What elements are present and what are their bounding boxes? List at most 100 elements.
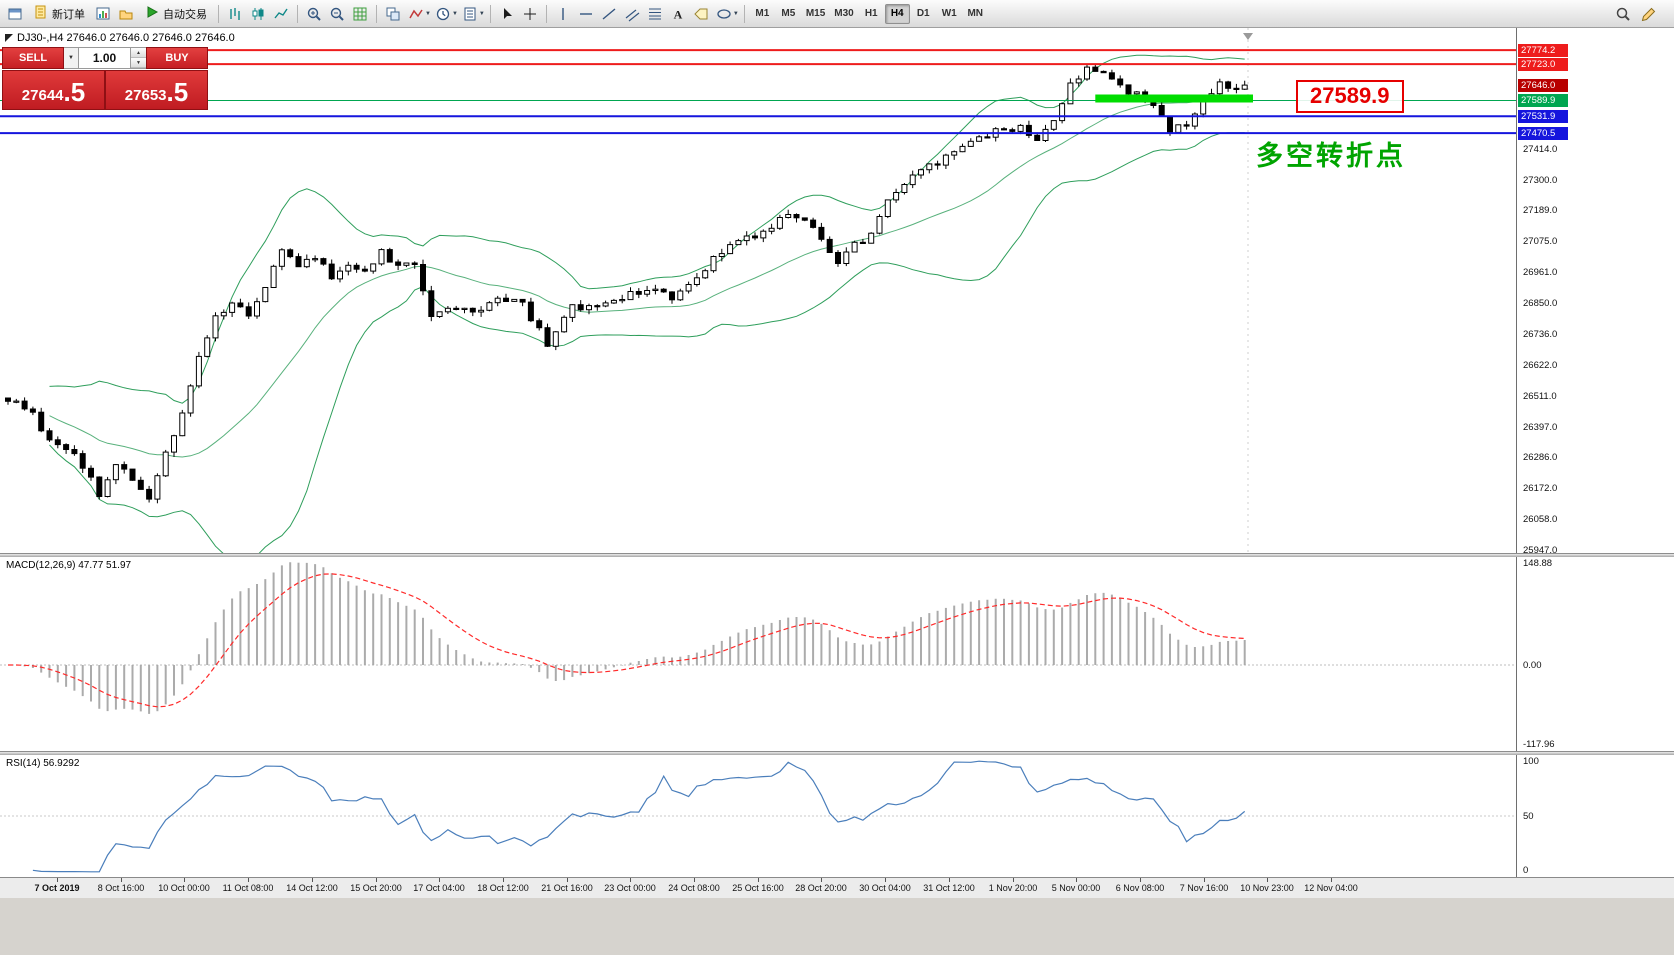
price-axis-label: 27300.0	[1523, 175, 1558, 186]
macd-axis-label: 0.00	[1523, 660, 1542, 671]
time-axis[interactable]: 7 Oct 2019 8 Oct 16:00 10 Oct 00:00 11 Oct …	[0, 877, 1674, 898]
time-tick	[312, 878, 313, 882]
time-axis-label: 11 Oct 08:00	[222, 883, 274, 893]
horizontal-line-icon[interactable]	[575, 3, 597, 25]
time-tick	[1331, 878, 1332, 882]
price-axis-label: 26397.0	[1523, 422, 1558, 433]
line-chart-icon[interactable]	[270, 3, 292, 25]
time-axis-label: 17 Oct 04:00	[413, 883, 465, 893]
turning-point-annotation[interactable]: 多空转折点	[1256, 141, 1406, 171]
volume-dropdown-icon[interactable]: ▼	[64, 47, 79, 69]
sell-button[interactable]: SELL	[2, 47, 64, 69]
time-axis-label: 7 Oct 2019	[34, 883, 80, 893]
rsi-axis[interactable]: 100 50 0	[1516, 755, 1674, 877]
rsi-label: RSI(14) 56.9292	[6, 758, 80, 769]
shapes-caret-icon[interactable]: ▼	[732, 10, 739, 17]
toolbar-separator	[743, 4, 745, 23]
periods-caret-icon[interactable]: ▼	[451, 10, 458, 17]
time-axis-label: 5 Nov 00:00	[1051, 883, 1101, 893]
time-axis-label: 18 Oct 12:00	[477, 883, 529, 893]
panel-splitter[interactable]	[0, 751, 1674, 755]
vertical-line-icon[interactable]	[552, 3, 574, 25]
time-tick	[248, 878, 249, 882]
one-click-toggle-icon[interactable]	[5, 34, 13, 42]
timeframe-button-m5[interactable]: M5	[781, 8, 796, 19]
time-tick	[1204, 878, 1205, 882]
time-tick	[121, 878, 122, 882]
sell-price-display[interactable]: 27644.5	[2, 70, 105, 110]
timeframe-button-h1[interactable]: H1	[864, 8, 878, 19]
macd-svg[interactable]	[0, 557, 1516, 751]
templates-icon[interactable]	[459, 3, 481, 25]
zoom-in-icon[interactable]	[303, 3, 325, 25]
tile-windows-icon[interactable]	[382, 3, 404, 25]
timeframe-button-w1[interactable]: W1	[941, 8, 957, 19]
templates-caret-icon[interactable]: ▼	[478, 10, 485, 17]
timeframe-button-m30[interactable]: M30	[834, 8, 854, 19]
periods-icon[interactable]	[432, 3, 454, 25]
price-axis-label: 26058.0	[1523, 514, 1558, 525]
indicators-caret-icon[interactable]: ▼	[425, 10, 431, 17]
time-tick	[439, 878, 440, 882]
time-axis-label: 10 Nov 23:00	[1240, 883, 1294, 893]
grid-icon[interactable]	[349, 3, 371, 25]
text-tool-icon[interactable]: A	[667, 3, 689, 25]
price-callout[interactable]: 27589.9	[1296, 80, 1404, 113]
crosshair-icon[interactable]	[519, 3, 541, 25]
time-axis-label: 8 Oct 16:00	[97, 883, 145, 893]
timeframe-button-d1[interactable]: D1	[916, 8, 930, 19]
time-axis-label: 23 Oct 00:00	[604, 883, 656, 893]
indicators-icon[interactable]	[405, 3, 427, 25]
shapes-icon[interactable]	[713, 3, 735, 25]
profiles-icon[interactable]	[115, 3, 137, 25]
volume-input[interactable]: 1.00	[79, 47, 131, 69]
main-price-axis[interactable]: 27414.0 27300.0 27189.0 27075.0 26961.0 26850…	[1516, 28, 1674, 553]
price-axis-label: 26961.0	[1523, 267, 1558, 278]
time-tick	[184, 878, 185, 882]
price-axis-label: 27075.0	[1523, 236, 1558, 247]
time-axis-label: 15 Oct 20:00	[350, 883, 402, 893]
main-chart-svg[interactable]	[0, 28, 1516, 553]
timeframe-button-h4[interactable]: H4	[884, 3, 910, 24]
toolbar-separator	[489, 4, 491, 23]
timeframe-button-m1[interactable]: M1	[755, 8, 770, 19]
buy-button[interactable]: BUY	[146, 47, 208, 69]
fibonacci-icon[interactable]	[644, 3, 666, 25]
macd-panel: MACD(12,26,9) 47.77 51.97 148.88 0.00 -117…	[0, 557, 1674, 751]
time-axis-label: 12 Nov 04:00	[1304, 883, 1358, 893]
search-icon[interactable]	[1612, 3, 1634, 25]
price-tag: 27531.9	[1518, 110, 1568, 123]
terminal-icon[interactable]	[4, 3, 26, 25]
zoom-out-icon[interactable]	[326, 3, 348, 25]
arrow-tool-icon[interactable]	[690, 3, 712, 25]
new-order-button[interactable]: 新订单	[27, 3, 91, 25]
rsi-svg[interactable]	[0, 755, 1516, 877]
time-tick	[1140, 878, 1141, 882]
autotrading-button[interactable]: 自动交易	[138, 3, 213, 25]
bar-chart-icon[interactable]	[224, 3, 246, 25]
buy-price-display[interactable]: 27653.5	[105, 70, 208, 110]
time-axis-label: 6 Nov 08:00	[1115, 883, 1165, 893]
price-axis-label: 25947.0	[1523, 545, 1558, 553]
rsi-axis-label: 100	[1523, 756, 1539, 767]
cursor-icon[interactable]	[496, 3, 518, 25]
time-tick	[630, 878, 631, 882]
time-tick	[567, 878, 568, 882]
volume-up-icon[interactable]: ▲	[131, 48, 146, 58]
price-axis-label: 26850.0	[1523, 298, 1558, 309]
charts-icon[interactable]	[92, 3, 114, 25]
volume-down-icon[interactable]: ▼	[131, 58, 146, 68]
panel-splitter[interactable]	[0, 553, 1674, 557]
time-tick	[1267, 878, 1268, 882]
macd-axis[interactable]: 148.88 0.00 -117.96	[1516, 557, 1674, 751]
trendline-icon[interactable]	[598, 3, 620, 25]
time-tick	[885, 878, 886, 882]
rsi-panel: RSI(14) 56.9292 100 50 0	[0, 755, 1674, 877]
price-tag: 27470.5	[1518, 127, 1568, 140]
edit-icon[interactable]	[1638, 3, 1660, 25]
volume-stepper[interactable]: ▲ ▼	[131, 47, 146, 69]
timeframe-button-mn[interactable]: MN	[967, 8, 983, 19]
timeframe-button-m15[interactable]: M15	[805, 8, 826, 19]
candlestick-chart-icon[interactable]	[247, 3, 269, 25]
channel-icon[interactable]	[621, 3, 643, 25]
